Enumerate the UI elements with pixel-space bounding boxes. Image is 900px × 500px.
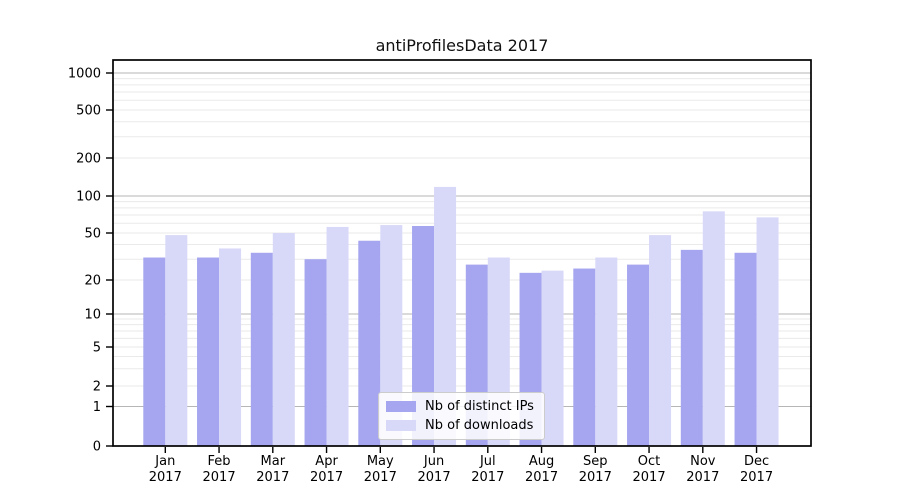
bar-downloads-sep xyxy=(595,257,618,446)
y-tick-label: 500 xyxy=(76,104,101,119)
bar-downloads-oct xyxy=(649,235,672,446)
chart-title: antiProfilesData 2017 xyxy=(375,36,549,55)
x-tick-label-month: Nov xyxy=(690,454,716,469)
x-tick-label-year: 2017 xyxy=(525,470,558,485)
bar-downloads-feb xyxy=(219,248,242,446)
legend-label-downloads: Nb of downloads xyxy=(425,418,534,433)
y-tick-label: 1 xyxy=(93,400,101,415)
x-tick-label-month: Jul xyxy=(479,454,496,469)
x-tick-label-year: 2017 xyxy=(310,470,343,485)
x-tick-label-month: Apr xyxy=(315,454,338,469)
x-tick-label-month: Aug xyxy=(529,454,554,469)
x-tick-label-year: 2017 xyxy=(686,470,719,485)
x-tick-label-year: 2017 xyxy=(149,470,182,485)
bar-distinct-ips-sep xyxy=(573,268,596,446)
legend-item-distinct-ips: Nb of distinct IPs xyxy=(386,399,536,414)
y-tick-label: 5 xyxy=(93,341,101,356)
bar-downloads-mar xyxy=(272,233,295,446)
x-tick-label-month: Oct xyxy=(638,454,660,469)
y-tick-label: 1000 xyxy=(68,67,101,82)
y-tick-label: 10 xyxy=(84,308,101,323)
x-tick-label-month: Jan xyxy=(154,454,175,469)
bar-downloads-dec xyxy=(756,217,779,446)
bar-distinct-ips-mar xyxy=(250,252,273,446)
bar-distinct-ips-dec xyxy=(734,252,757,446)
bar-distinct-ips-feb xyxy=(197,257,220,446)
bar-downloads-jan xyxy=(165,235,188,446)
legend-item-downloads: Nb of downloads xyxy=(386,418,536,433)
bar-distinct-ips-jun xyxy=(412,226,435,446)
bar-downloads-may xyxy=(380,225,403,446)
x-tick-label-year: 2017 xyxy=(203,470,236,485)
legend-label-distinct-ips: Nb of distinct IPs xyxy=(425,399,534,414)
y-tick-label: 50 xyxy=(84,227,101,242)
x-tick-label-year: 2017 xyxy=(418,470,451,485)
x-tick-label-month: Jun xyxy=(423,454,444,469)
x-tick-label-month: Mar xyxy=(261,454,286,469)
x-tick-label-year: 2017 xyxy=(471,470,504,485)
bar-distinct-ips-may xyxy=(358,240,381,446)
y-tick-label: 100 xyxy=(76,190,101,205)
x-tick-label-month: Dec xyxy=(744,454,769,469)
y-tick-label: 20 xyxy=(84,274,101,289)
x-tick-label-month: Feb xyxy=(208,454,231,469)
bar-downloads-nov xyxy=(702,211,725,446)
x-tick-label-month: May xyxy=(367,454,394,469)
legend-swatch-distinct-ips xyxy=(386,401,416,412)
y-tick-label: 200 xyxy=(76,152,101,167)
bar-downloads-aug xyxy=(541,270,564,446)
x-tick-label-year: 2017 xyxy=(256,470,289,485)
y-tick-label: 2 xyxy=(93,380,101,395)
x-tick-label-year: 2017 xyxy=(633,470,666,485)
x-tick-label-year: 2017 xyxy=(364,470,397,485)
bar-distinct-ips-oct xyxy=(627,264,650,446)
y-tick-label: 0 xyxy=(93,440,101,455)
plot-border xyxy=(112,59,812,447)
x-tick-label-month: Sep xyxy=(583,454,608,469)
bar-downloads-apr xyxy=(326,226,349,446)
legend: Nb of distinct IPs Nb of downloads xyxy=(378,392,545,440)
x-tick-label-year: 2017 xyxy=(579,470,612,485)
bar-distinct-ips-nov xyxy=(680,249,703,446)
x-tick-label-year: 2017 xyxy=(740,470,773,485)
bar-downloads-jun xyxy=(434,186,457,447)
legend-swatch-downloads xyxy=(386,420,416,431)
bar-distinct-ips-apr xyxy=(304,259,327,446)
bar-distinct-ips-jan xyxy=(143,257,166,446)
